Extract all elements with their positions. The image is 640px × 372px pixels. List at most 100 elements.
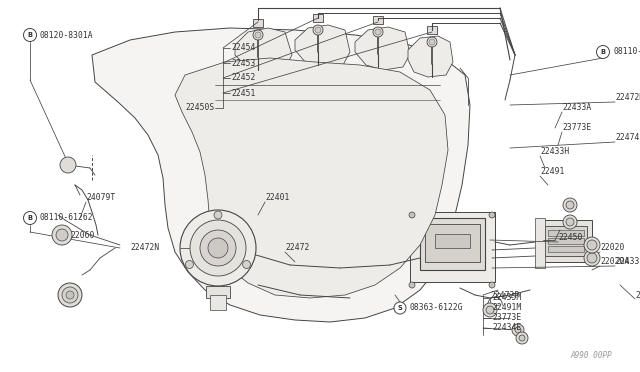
Text: 22474: 22474 [615,134,639,142]
Circle shape [596,45,609,58]
Circle shape [409,212,415,218]
Circle shape [313,25,323,35]
Bar [427,26,437,34]
Text: 22434E: 22434E [492,324,521,333]
Circle shape [315,27,321,33]
Text: 22453: 22453 [231,58,255,67]
Text: 22491: 22491 [540,167,564,176]
Text: 22491M: 22491M [492,304,521,312]
Circle shape [409,282,415,288]
Text: 22454: 22454 [231,44,255,52]
Text: B: B [600,49,605,55]
Circle shape [190,220,246,276]
Circle shape [429,39,435,45]
Polygon shape [295,25,350,68]
Bar [425,224,480,262]
Text: B: B [28,32,33,38]
Circle shape [489,212,495,218]
Circle shape [515,327,521,333]
Bar [540,220,592,262]
Text: 22472N: 22472N [130,244,159,253]
Circle shape [214,211,222,219]
Circle shape [62,287,78,303]
Circle shape [60,157,76,173]
Text: 08110-61262: 08110-61262 [40,214,93,222]
Circle shape [200,230,236,266]
Text: 22060: 22060 [70,231,94,240]
Circle shape [587,253,597,263]
Text: 22020A: 22020A [600,257,629,266]
Circle shape [584,250,600,266]
Circle shape [180,210,256,286]
Circle shape [489,282,495,288]
Text: 22435M: 22435M [492,294,521,302]
Text: S: S [397,305,403,311]
Circle shape [186,260,193,269]
Text: 22472P: 22472P [490,291,519,299]
Circle shape [52,225,72,245]
Polygon shape [235,28,292,72]
Text: 22472M: 22472M [615,93,640,103]
Circle shape [584,237,600,253]
Circle shape [566,201,574,209]
Circle shape [255,32,261,38]
Polygon shape [408,36,453,77]
Text: 22435: 22435 [635,291,640,299]
Text: 22450: 22450 [558,234,582,243]
Text: 24079T: 24079T [86,193,115,202]
Text: 22433H: 22433H [540,148,569,157]
Text: 22451: 22451 [231,89,255,97]
Circle shape [208,238,228,258]
Text: 22452: 22452 [231,74,255,83]
Bar [210,295,226,310]
Text: B: B [28,215,33,221]
Text: A990 00PP: A990 00PP [570,350,612,359]
Circle shape [394,302,406,314]
Circle shape [24,212,36,224]
Circle shape [24,29,36,42]
Circle shape [512,324,524,336]
Circle shape [373,27,383,37]
Polygon shape [175,58,448,298]
Circle shape [66,291,74,299]
Text: 22433A: 22433A [562,103,591,112]
Bar [548,246,584,252]
Bar [548,238,584,244]
Bar [410,212,495,282]
Circle shape [566,218,574,226]
Circle shape [563,215,577,229]
Polygon shape [92,28,470,322]
Text: 22401: 22401 [265,193,289,202]
Text: 23773E: 23773E [562,124,591,132]
Bar [548,230,584,236]
Circle shape [516,332,528,344]
Bar [253,19,263,27]
Text: 23773E: 23773E [492,314,521,323]
Polygon shape [355,27,410,70]
Text: 22472: 22472 [285,244,309,253]
Circle shape [563,198,577,212]
Text: 22020: 22020 [600,244,625,253]
Text: 08363-6122G: 08363-6122G [410,304,463,312]
Circle shape [253,30,263,40]
Circle shape [56,229,68,241]
Bar [535,218,545,268]
Bar [420,218,485,270]
Circle shape [486,306,494,314]
Text: 08120-8301A: 08120-8301A [40,31,93,39]
Text: 22450S: 22450S [185,103,214,112]
Bar [373,16,383,24]
Text: 08110-61262: 08110-61262 [613,48,640,57]
Bar [313,14,323,22]
Circle shape [483,303,497,317]
Bar [545,226,587,256]
Bar [206,286,230,298]
Circle shape [587,240,597,250]
Circle shape [58,283,82,307]
Bar [435,234,470,248]
Circle shape [243,260,251,269]
Circle shape [519,335,525,341]
Text: 22433: 22433 [615,257,639,266]
Circle shape [375,29,381,35]
Circle shape [427,37,437,47]
